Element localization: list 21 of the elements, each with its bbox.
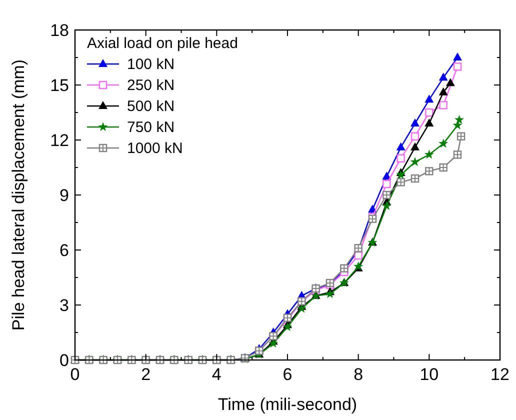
y-axis-title: Pile head lateral displacement (mm) bbox=[9, 59, 28, 331]
y-tick-label: 9 bbox=[60, 186, 69, 205]
legend-title: Axial load on pile head bbox=[87, 35, 238, 52]
x-tick-label: 8 bbox=[354, 365, 364, 384]
x-tick-label: 12 bbox=[490, 365, 510, 384]
y-tick-label: 12 bbox=[50, 131, 69, 150]
x-tick-label: 4 bbox=[212, 365, 222, 384]
legend-label: 500 kN bbox=[127, 98, 175, 115]
y-tick-label: 3 bbox=[60, 296, 69, 315]
y-tick-label: 0 bbox=[60, 351, 69, 370]
y-tick-label: 6 bbox=[60, 241, 69, 260]
legend-label: 250 kN bbox=[127, 77, 175, 94]
legend-label: 100 kN bbox=[127, 56, 175, 73]
x-tick-label: 2 bbox=[141, 365, 151, 384]
x-tick-label: 10 bbox=[420, 365, 439, 384]
x-tick-label: 6 bbox=[282, 365, 292, 384]
legend-label: 750 kN bbox=[127, 119, 175, 136]
x-axis-title: Time (mili-second) bbox=[218, 395, 358, 414]
y-tick-label: 18 bbox=[50, 21, 69, 40]
y-tick-label: 15 bbox=[50, 76, 69, 95]
legend-label: 1000 kN bbox=[127, 140, 183, 157]
